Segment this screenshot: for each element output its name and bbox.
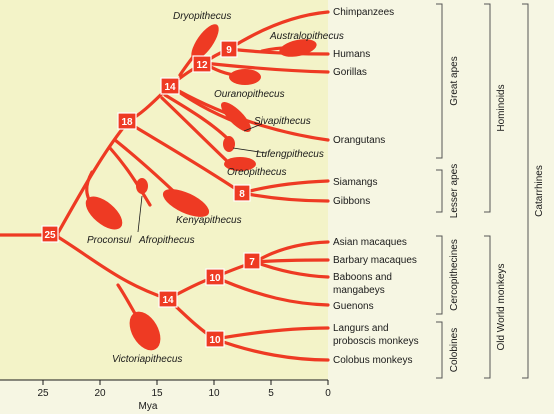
tip-langurs-line1: Langurs and — [333, 323, 389, 334]
axis-tick-label: 25 — [37, 388, 49, 399]
svg-text:10: 10 — [209, 335, 221, 346]
branch-afropithecus — [108, 146, 152, 207]
branch-lesser-ape-stem — [125, 120, 244, 195]
axis-tick-label: 15 — [151, 388, 163, 399]
proconsul-shape — [85, 196, 123, 230]
tip-barbary-macaques: Barbary macaques — [333, 255, 417, 266]
branch-chimpanzees — [227, 10, 330, 51]
axis-tick-label: 5 — [268, 388, 274, 399]
tip-asian-macaques: Asian macaques — [333, 237, 407, 248]
bracket-great-apes — [436, 3, 443, 159]
lufengpithecus-shape — [223, 136, 235, 152]
svg-text:8: 8 — [239, 189, 245, 200]
tip-baboons-line2: mangabeys — [333, 285, 385, 296]
node-10-colobines: 10 — [205, 330, 225, 348]
ouranopithecus-shape — [229, 69, 261, 85]
group-catarrhines: Catarrhines — [534, 165, 545, 217]
label-afropithecus: Afropithecus — [138, 235, 195, 246]
sivapithecus-leader — [243, 123, 263, 132]
branch-asian-macaques — [253, 240, 330, 264]
branch-barbary-macaques — [253, 258, 330, 264]
bracket-catarrhines — [522, 3, 529, 379]
tip-langurs-line2: proboscis monkeys — [333, 336, 419, 347]
tip-siamangs: Siamangs — [333, 177, 377, 188]
node-18: 18 — [117, 112, 137, 130]
kenyapithecus-shape — [162, 189, 210, 217]
bracket-lesser-apes — [436, 169, 443, 213]
branch-hominoid-stem — [56, 121, 129, 235]
node-9: 9 — [220, 40, 238, 58]
svg-text:14: 14 — [162, 295, 174, 306]
svg-text:10: 10 — [209, 273, 221, 284]
time-axis-label: Mya — [139, 401, 158, 412]
tip-chimpanzees: Chimpanzees — [333, 7, 394, 18]
branch-baboons — [253, 260, 330, 279]
fossil-shapes — [85, 24, 317, 351]
svg-text:18: 18 — [121, 117, 133, 128]
bracket-hominoids — [484, 3, 491, 213]
branch-colobus — [213, 337, 330, 362]
branch-langurs — [213, 326, 330, 341]
node-12: 12 — [192, 55, 212, 73]
group-great-apes: Great apes — [449, 56, 460, 105]
axis-tick-label: 20 — [94, 388, 106, 399]
label-oreopithecus: Oreopithecus — [227, 167, 286, 178]
tip-gorillas: Gorillas — [333, 67, 367, 78]
node-25: 25 — [41, 225, 59, 243]
svg-text:14: 14 — [164, 82, 176, 93]
svg-text:7: 7 — [249, 257, 255, 268]
group-colobines: Colobines — [449, 328, 460, 372]
node-10-cercopithecines: 10 — [205, 268, 225, 286]
branch-gorillas — [202, 61, 330, 74]
tip-gibbons: Gibbons — [333, 196, 370, 207]
node-7: 7 — [243, 252, 261, 270]
branch-owm-stem — [56, 235, 170, 301]
australopithecus-shape — [279, 39, 317, 57]
label-dryopithecus: Dryopithecus — [173, 11, 231, 22]
axis-tick-label: 10 — [208, 388, 220, 399]
svg-text:12: 12 — [196, 60, 208, 71]
afropithecus-shape — [136, 178, 148, 194]
group-cercopithecines: Cercopithecines — [449, 239, 460, 311]
tip-colobus: Colobus monkeys — [333, 355, 412, 366]
label-sivapithecus: Sivapithecus — [254, 116, 311, 127]
plot-area — [0, 0, 328, 380]
afropithecus-leader — [137, 195, 143, 233]
tip-guenons: Guenons — [333, 301, 374, 312]
label-victoriapithecus: Victoriapithecus — [112, 354, 182, 365]
group-lesser-apes: Lesser apes — [449, 164, 460, 218]
bracket-cercopithecines — [436, 235, 443, 315]
node-8: 8 — [233, 184, 251, 202]
tip-humans: Humans — [333, 49, 370, 60]
dryopithecus-shape — [191, 24, 219, 60]
label-ouranopithecus: Ouranopithecus — [214, 89, 285, 100]
node-14-monkeys: 14 — [158, 290, 178, 308]
oreopithecus-shape — [224, 157, 256, 171]
label-australopithecus: Australopithecus — [269, 31, 344, 42]
label-kenyapithecus: Kenyapithecus — [176, 215, 242, 226]
sivapithecus-shape — [221, 102, 251, 132]
bracket-colobines — [436, 321, 443, 379]
node-14-apes: 14 — [160, 77, 180, 95]
svg-text:25: 25 — [44, 230, 56, 241]
bracket-old-world-monkeys — [484, 235, 491, 379]
tip-baboons-line1: Baboons and — [333, 272, 392, 283]
label-proconsul: Proconsul — [87, 235, 132, 246]
lufengpithecus-leader — [232, 147, 267, 154]
group-hominoids: Hominoids — [496, 84, 507, 131]
time-axis-ticks: 25 20 15 10 5 0 — [37, 380, 331, 399]
node-boxes: 25 18 14 12 9 8 14 10 — [41, 40, 261, 348]
group-old-world-monkeys: Old World monkeys — [496, 263, 507, 350]
axis-tick-label: 0 — [325, 388, 331, 399]
branch-oreopithecus — [160, 96, 230, 164]
branch-guenons — [213, 275, 330, 307]
label-lufengpithecus: Lufengpithecus — [256, 149, 324, 160]
tip-orangutans: Orangutans — [333, 135, 385, 146]
victoriapithecus-shape — [129, 311, 161, 351]
svg-text:9: 9 — [226, 45, 232, 56]
